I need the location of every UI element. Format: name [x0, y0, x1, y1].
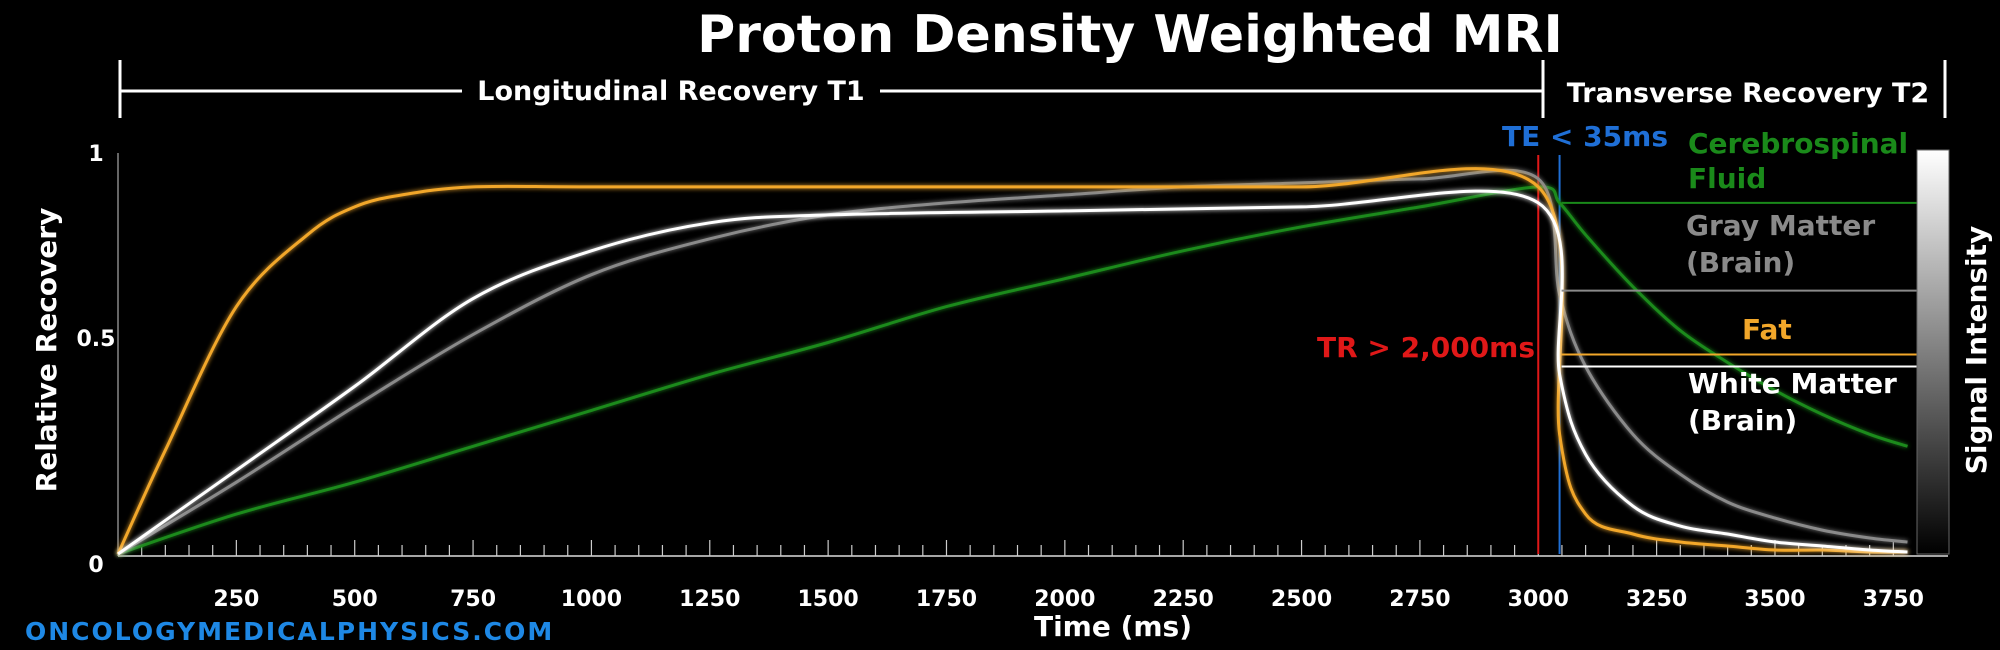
- label-csf: Cerebrospinal Fluid: [1688, 127, 1908, 195]
- label-csf-line1: Cerebrospinal: [1688, 127, 1908, 160]
- series-curves: [116, 167, 1908, 556]
- x-axis-minor-ticks: [141, 540, 1894, 556]
- label-fat-line1: Fat: [1742, 313, 1792, 346]
- series-line-fat: [116, 167, 1908, 555]
- x-tick-label: 2250: [1153, 587, 1214, 612]
- label-gray-matter: Gray Matter (Brain): [1686, 209, 1875, 279]
- x-tick-label: 250: [213, 587, 259, 612]
- section-t2-bracket: Transverse Recovery T2: [1567, 60, 1947, 118]
- x-tick-label: 1000: [561, 587, 622, 612]
- x-tick-label: 1750: [916, 587, 977, 612]
- y-axis-label: Relative Recovery: [30, 208, 63, 493]
- series-line-csf: [117, 185, 1908, 556]
- x-tick-label: 2500: [1271, 587, 1332, 612]
- y-tick-label-0: 0: [88, 553, 103, 578]
- tr-annotation: TR > 2,000ms: [1317, 331, 1535, 364]
- series-line-gray-matter: [117, 168, 1908, 556]
- label-white-matter-line2: (Brain): [1688, 404, 1797, 437]
- x-tick-label: 3500: [1744, 587, 1805, 612]
- x-tick-label: 2000: [1034, 587, 1095, 612]
- x-tick-label: 2750: [1389, 587, 1450, 612]
- section-t1-label: Longitudinal Recovery T1: [477, 76, 864, 107]
- y-tick-label-1: 1: [88, 142, 103, 167]
- chart-title: Proton Density Weighted MRI: [697, 5, 1563, 65]
- label-fat: Fat: [1742, 313, 1792, 346]
- section-t1-bracket: Longitudinal Recovery T1: [118, 60, 1545, 118]
- signal-intensity-colorbar: [1916, 149, 1950, 555]
- te-annotation: TE < 35ms: [1502, 120, 1668, 153]
- x-tick-label: 3000: [1508, 587, 1569, 612]
- label-gray-matter-line1: Gray Matter: [1686, 209, 1875, 242]
- brand-watermark: ONCOLOGYMEDICALPHYSICS.COM: [25, 617, 554, 646]
- x-tick-label: 3250: [1626, 587, 1687, 612]
- y-tick-label-0.5: 0.5: [77, 327, 116, 352]
- label-white-matter: White Matter (Brain): [1688, 367, 1897, 437]
- label-gray-matter-line2: (Brain): [1686, 246, 1795, 279]
- signal-intensity-label: Signal Intensity: [1960, 226, 1993, 475]
- x-axis-label: Time (ms): [1034, 610, 1192, 643]
- series-line-white-matter: [117, 189, 1908, 556]
- x-tick-label: 3750: [1863, 587, 1924, 612]
- x-tick-label: 1250: [679, 587, 740, 612]
- label-white-matter-line1: White Matter: [1688, 367, 1897, 400]
- section-t2-label: Transverse Recovery T2: [1567, 78, 1929, 109]
- label-csf-line2: Fluid: [1688, 162, 1766, 195]
- x-tick-label: 750: [450, 587, 496, 612]
- x-tick-label: 500: [332, 587, 378, 612]
- x-tick-label: 1500: [798, 587, 859, 612]
- x-tick-labels: 250 500 750 1000 1250 1500 1750 2000 2250 2500 275…: [213, 587, 1924, 612]
- signal-level-lines: [1561, 201, 1928, 368]
